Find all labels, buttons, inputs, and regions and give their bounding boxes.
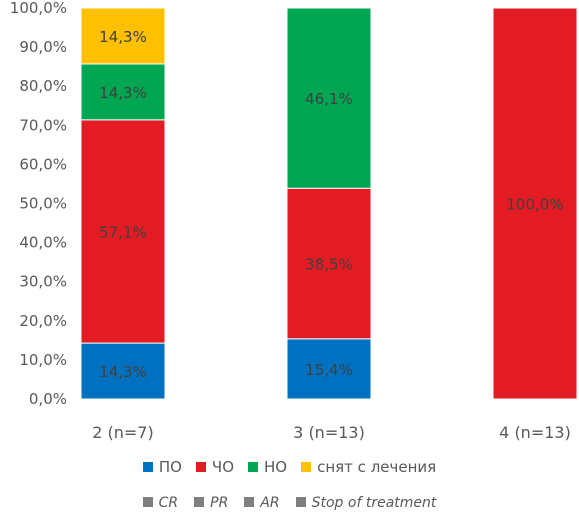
legend-item-secondary: CR: [142, 495, 179, 511]
legend-item-secondary: PR: [194, 495, 228, 511]
bar-segment: [492, 7, 578, 400]
data-labels: 14,3% 57,1% 14,3% 14,3% 15,4% 38,5% 46,1% 100,0…: [99, 28, 563, 381]
y-tick-label: 60,0%: [19, 155, 67, 173]
data-label: 14,3%: [99, 363, 147, 381]
y-tick-label: 50,0%: [19, 195, 67, 213]
legend-secondary: CR PR AR Stop of treatment: [0, 495, 579, 511]
legend-swatch: [142, 462, 153, 472]
legend-label: Stop of treatment: [311, 495, 437, 511]
bar-segment: [80, 119, 166, 344]
y-tick-label: 20,0%: [19, 312, 67, 330]
stacked-bar-chart: 0,0% 10,0% 20,0% 30,0% 40,0% 50,0% 60,0% 70,0% 8…: [10, 0, 578, 442]
y-tick-label: 0,0%: [29, 390, 67, 408]
data-label: 100,0%: [506, 196, 563, 214]
legend-label: ПО: [158, 458, 182, 476]
legend-item: ЧО: [195, 458, 234, 476]
data-label: 38,5%: [305, 256, 353, 274]
data-label: 14,3%: [99, 28, 147, 46]
legend-swatch: [142, 497, 153, 507]
y-tick-label: 10,0%: [19, 351, 67, 369]
y-tick-label: 80,0%: [19, 77, 67, 95]
legend-item: снят с лечения: [301, 458, 436, 476]
data-label: 14,3%: [99, 84, 147, 102]
legend-label: снят с лечения: [317, 458, 437, 476]
y-tick-label: 90,0%: [19, 38, 67, 56]
legend-item: НО: [248, 458, 287, 476]
y-tick-label: 30,0%: [19, 273, 67, 291]
legend-item-secondary: Stop of treatment: [295, 495, 437, 511]
bars: [80, 7, 578, 400]
legend-swatch: [301, 462, 312, 472]
legend-item: ПО: [142, 458, 182, 476]
legend-label: НО: [264, 458, 288, 476]
x-axis-categories: 2 (n=7) 3 (n=13) 4 (n=13): [92, 423, 571, 442]
legend-swatch: [194, 497, 205, 507]
category-label: 2 (n=7): [92, 423, 153, 442]
legend-swatch: [295, 497, 306, 507]
bar-segment: [286, 7, 372, 189]
legend-label: CR: [158, 495, 179, 511]
legend-item-secondary: AR: [244, 495, 280, 511]
legend-swatch: [248, 462, 258, 472]
data-label: 15,4%: [305, 361, 353, 379]
legend-label: ЧО: [211, 458, 234, 476]
legend-swatch: [244, 497, 255, 507]
legend-label: PR: [210, 495, 229, 511]
category-label: 4 (n=13): [499, 423, 571, 442]
data-label: 57,1%: [99, 223, 147, 241]
bar-segment: [80, 7, 166, 65]
y-tick-label: 40,0%: [19, 234, 67, 252]
data-label: 46,1%: [305, 90, 353, 108]
y-axis-ticks: 0,0% 10,0% 20,0% 30,0% 40,0% 50,0% 60,0% 70,0% 8…: [10, 0, 67, 408]
legend: ПО ЧО НО снят с лечения: [0, 458, 579, 476]
y-tick-label: 70,0%: [19, 116, 67, 134]
y-tick-label: 100,0%: [10, 0, 67, 17]
bar-segment: [286, 187, 372, 340]
category-label: 3 (n=13): [293, 423, 365, 442]
legend-label: AR: [260, 495, 280, 511]
legend-swatch: [195, 462, 206, 472]
bar-segment: [286, 338, 372, 400]
bar-segment: [80, 342, 166, 400]
